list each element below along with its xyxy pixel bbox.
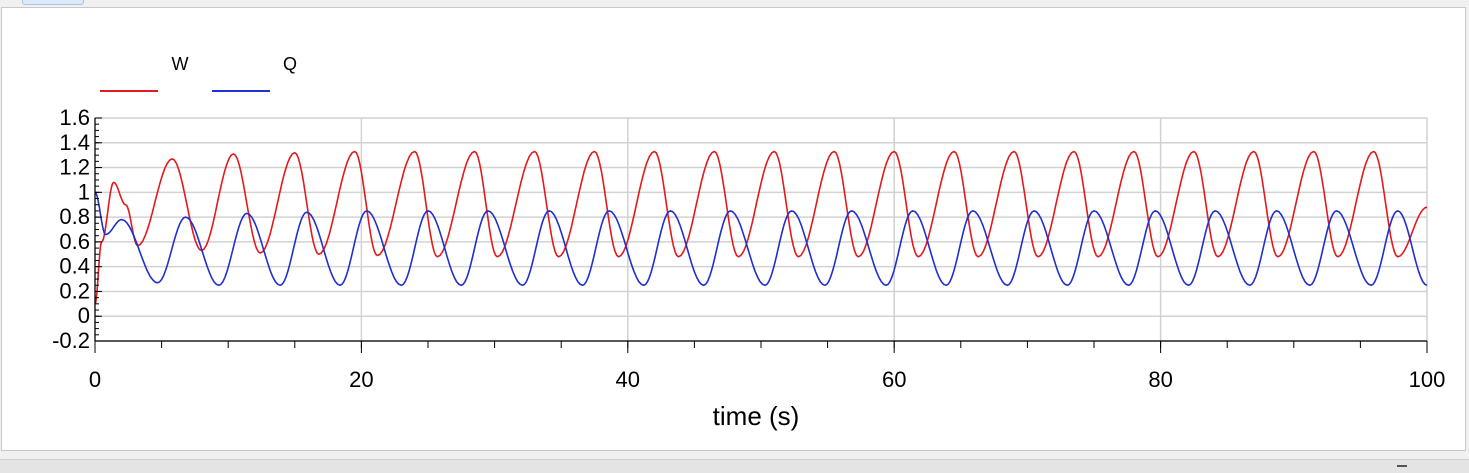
legend-label-q: Q — [283, 54, 297, 74]
x-tick-label: 60 — [882, 367, 906, 392]
status-bar — [0, 459, 1469, 473]
x-tick-label: 80 — [1148, 367, 1172, 392]
series-layer — [94, 150, 1428, 305]
y-tick-label: 0.8 — [59, 204, 90, 229]
x-tick-label: 0 — [89, 367, 101, 392]
y-tick-label: 0 — [78, 303, 90, 328]
y-tick-label: 0.6 — [59, 229, 90, 254]
series-line-q — [94, 191, 1428, 287]
window-tab[interactable] — [22, 0, 84, 5]
y-tick-label: 1.4 — [59, 130, 90, 155]
x-tick-label: 20 — [349, 367, 373, 392]
series-line-w — [94, 150, 1428, 305]
legend-label-w: W — [172, 54, 189, 74]
x-axis-title: time (s) — [713, 401, 800, 431]
y-tick-label: 0.2 — [59, 278, 90, 303]
axes: -0.200.20.40.60.811.21.41.60 20 40 60 80 100 — [52, 105, 1445, 392]
y-tick-label: 1 — [78, 179, 90, 204]
y-tick-label: 0.4 — [59, 254, 90, 279]
x-tick-label: 40 — [616, 367, 640, 392]
y-tick-label: -0.2 — [52, 328, 90, 353]
y-tick-label: 1.6 — [59, 105, 90, 130]
x-tick-label: 100 — [1409, 367, 1446, 392]
minimize-icon[interactable] — [1397, 465, 1407, 467]
y-tick-label: 1.2 — [59, 155, 90, 180]
